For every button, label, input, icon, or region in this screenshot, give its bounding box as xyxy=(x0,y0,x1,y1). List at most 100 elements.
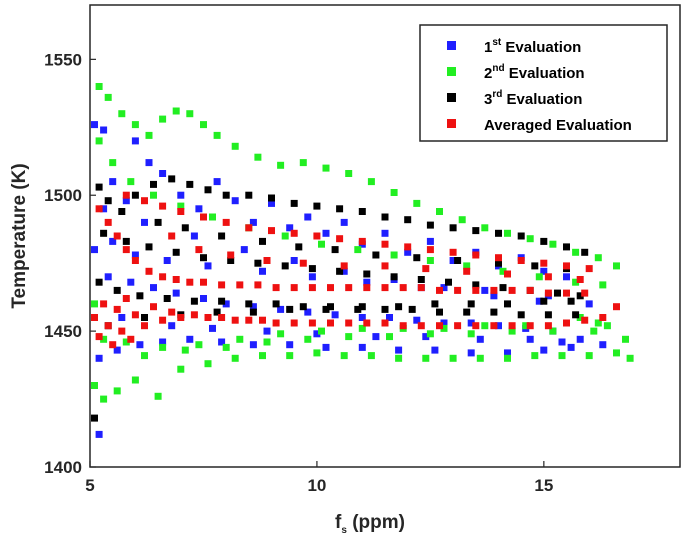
data-point xyxy=(122,246,130,254)
data-point xyxy=(585,265,593,273)
data-point xyxy=(622,335,629,343)
data-point xyxy=(576,276,584,283)
data-point xyxy=(299,303,307,311)
data-point xyxy=(340,267,348,275)
data-point xyxy=(381,240,389,248)
data-point xyxy=(304,213,312,221)
legend-label: 2nd Evaluation xyxy=(484,63,585,82)
data-point xyxy=(272,300,280,308)
data-point xyxy=(454,322,462,330)
data-point xyxy=(327,303,334,311)
data-point xyxy=(390,273,398,281)
data-point xyxy=(472,251,480,259)
data-point xyxy=(245,191,253,199)
data-point xyxy=(177,202,185,210)
x-axis-label-main: f xyxy=(335,512,342,533)
legend-label-main: 3 xyxy=(484,91,492,108)
data-point xyxy=(508,327,516,335)
data-point xyxy=(195,205,203,213)
data-point xyxy=(231,197,239,205)
data-point xyxy=(358,343,366,351)
data-point xyxy=(381,305,389,313)
data-point xyxy=(141,197,148,205)
data-point xyxy=(467,349,475,357)
data-point xyxy=(336,267,344,275)
data-point xyxy=(404,216,412,224)
data-point xyxy=(472,227,480,235)
data-point xyxy=(100,229,108,237)
data-point xyxy=(463,308,471,316)
data-point xyxy=(104,93,112,101)
data-point xyxy=(490,286,498,294)
data-point xyxy=(572,248,580,256)
data-point xyxy=(141,322,148,330)
data-point xyxy=(313,349,321,357)
data-point xyxy=(136,341,144,349)
data-point xyxy=(449,224,457,232)
data-point xyxy=(131,121,139,129)
data-point xyxy=(290,284,298,292)
data-point xyxy=(322,229,330,237)
data-point xyxy=(426,237,434,245)
data-point xyxy=(467,330,475,338)
data-point xyxy=(254,153,262,161)
data-point xyxy=(186,278,194,286)
data-point xyxy=(254,259,262,267)
data-point xyxy=(549,327,557,335)
data-point xyxy=(209,213,216,221)
data-point xyxy=(495,259,502,267)
data-point xyxy=(426,221,434,229)
data-point xyxy=(358,237,366,245)
data-point xyxy=(131,137,139,145)
data-point xyxy=(526,235,534,243)
data-point xyxy=(417,322,425,330)
data-point xyxy=(426,246,434,254)
data-point xyxy=(263,257,271,264)
data-point xyxy=(104,273,112,281)
data-point xyxy=(531,262,539,270)
data-point xyxy=(109,178,117,186)
data-point xyxy=(440,324,448,332)
data-point xyxy=(490,322,498,330)
data-point xyxy=(186,335,194,343)
data-point xyxy=(131,251,139,259)
legend-marker xyxy=(447,41,456,50)
data-point xyxy=(159,115,167,123)
data-point xyxy=(472,286,480,294)
data-point xyxy=(426,330,434,338)
data-point xyxy=(408,305,416,313)
data-point xyxy=(154,218,162,226)
data-point xyxy=(263,327,271,335)
data-point xyxy=(504,354,511,362)
data-point xyxy=(122,197,130,205)
data-point xyxy=(91,121,98,129)
data-point xyxy=(95,354,103,362)
data-point xyxy=(141,352,148,360)
data-point xyxy=(495,254,502,262)
data-point xyxy=(372,333,380,341)
data-point xyxy=(436,308,443,316)
data-point xyxy=(245,300,253,308)
data-point xyxy=(517,257,525,264)
data-point xyxy=(259,237,266,245)
data-point xyxy=(526,286,534,294)
data-point xyxy=(490,308,498,316)
data-point xyxy=(254,281,262,289)
data-point xyxy=(113,346,121,354)
data-point xyxy=(222,218,230,226)
data-point xyxy=(204,314,212,321)
data-point xyxy=(113,305,121,313)
data-point xyxy=(118,327,126,335)
data-point xyxy=(499,284,507,292)
data-point xyxy=(186,180,194,188)
data-point xyxy=(563,319,570,327)
data-point xyxy=(91,246,98,254)
data-point xyxy=(249,341,257,349)
x-tick-label: 10 xyxy=(307,476,326,495)
x-tick-label: 15 xyxy=(534,476,553,495)
data-point xyxy=(540,237,548,245)
data-point xyxy=(159,338,167,346)
data-point xyxy=(585,352,593,360)
data-point xyxy=(336,205,344,213)
